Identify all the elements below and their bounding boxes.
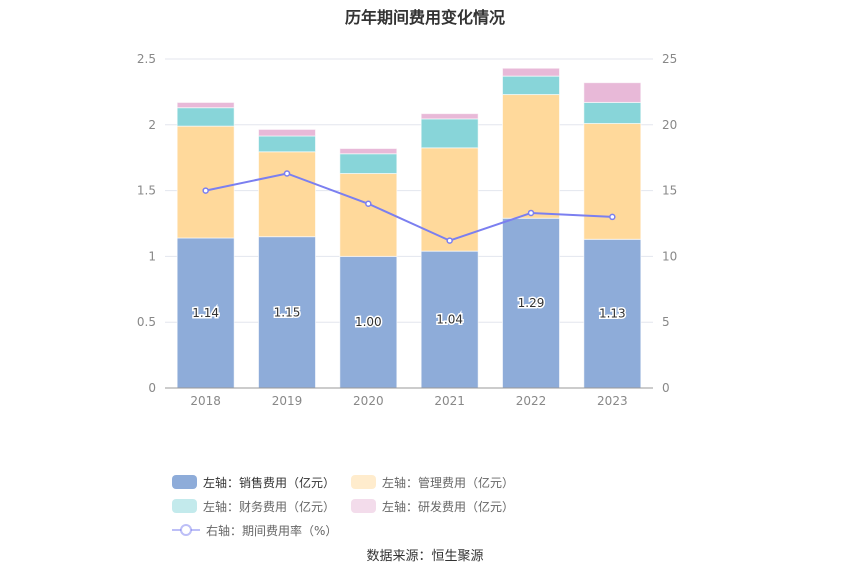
data-label: 1.13 — [599, 307, 626, 321]
x-tick-label: 2022 — [516, 394, 547, 408]
data-label: 1.15 — [274, 305, 301, 319]
bar-segment — [339, 255, 398, 389]
legend-item[interactable]: 左轴：研发费用（亿元） — [351, 494, 514, 518]
legend-swatch — [351, 499, 377, 513]
x-tick-label: 2019 — [272, 394, 303, 408]
legend: 左轴：销售费用（亿元） 左轴：管理费用（亿元） 左轴：财务费用（亿元） 左轴：研发费用… — [172, 470, 692, 542]
bar-segment — [339, 153, 398, 174]
legend-item[interactable]: 左轴：销售费用（亿元） — [172, 470, 335, 494]
rate-point — [202, 187, 209, 194]
bar-segment — [583, 82, 642, 103]
y-left-tick-label: 1.5 — [137, 184, 156, 198]
bar-segment — [176, 237, 235, 389]
rate-point — [609, 213, 616, 221]
y-right-tick-label: 0 — [662, 381, 670, 395]
bar-segment — [258, 135, 316, 153]
bar-segment — [583, 101, 642, 124]
legend-label: 右轴：期间费用率（%） — [206, 523, 338, 538]
bar-segment — [258, 236, 316, 389]
legend-label: 左轴：销售费用（亿元） — [203, 475, 336, 490]
legend-swatch — [172, 475, 197, 489]
legend-item[interactable]: 右轴：期间费用率（%） — [172, 518, 337, 542]
y-right-tick-label: 15 — [662, 184, 677, 198]
bar-segment — [339, 172, 398, 257]
rate-point — [365, 200, 372, 208]
rate-point — [446, 237, 453, 244]
y-left-tick-label: 0 — [148, 381, 156, 395]
bar-segment — [420, 250, 479, 389]
bar-segment — [176, 125, 235, 239]
legend-item[interactable]: 左轴：财务费用（亿元） — [172, 494, 335, 518]
legend-swatch — [351, 475, 377, 489]
legend-label: 左轴：管理费用（亿元） — [382, 475, 515, 490]
y-left-tick-label: 2 — [148, 118, 156, 132]
y-right-tick-label: 10 — [662, 249, 677, 263]
bar-segment — [176, 101, 235, 109]
bar-segment — [339, 147, 398, 155]
y-left-tick-label: 2.5 — [137, 52, 156, 66]
bar-segment — [583, 122, 642, 240]
rate-line — [205, 172, 613, 242]
bar-segment — [502, 217, 560, 389]
legend-label: 左轴：研发费用（亿元） — [382, 499, 515, 514]
bar-segment — [258, 151, 316, 238]
x-tick-label: 2020 — [353, 394, 384, 408]
legend-swatch — [172, 523, 200, 537]
bar-segment — [420, 113, 479, 120]
y-left-tick-label: 0.5 — [137, 315, 156, 329]
y-right-tick-label: 5 — [662, 315, 670, 329]
bar-segment — [176, 107, 235, 127]
legend-swatch — [172, 499, 197, 513]
y-left-tick-label: 1 — [148, 249, 156, 263]
x-tick-label: 2018 — [190, 394, 221, 408]
data-label: 1.29 — [518, 296, 545, 310]
chart-title: 历年期间费用变化情况 — [344, 8, 505, 27]
data-label: 1.04 — [436, 313, 463, 327]
legend-item[interactable]: 左轴：管理费用（亿元） — [351, 470, 514, 494]
bar-segment — [502, 75, 560, 96]
bar-segment — [502, 67, 560, 77]
bar-segment — [258, 128, 316, 137]
x-tick-label: 2023 — [597, 394, 628, 408]
legend-label: 左轴：财务费用（亿元） — [203, 499, 336, 514]
data-label: 1.00 — [355, 315, 382, 329]
y-right-tick-label: 20 — [662, 118, 677, 132]
data-label: 1.14 — [192, 306, 219, 320]
bar-segment — [420, 118, 479, 149]
y-right-tick-label: 25 — [662, 52, 677, 66]
rate-point — [527, 209, 535, 217]
rate-point — [283, 170, 291, 177]
bar-segment — [502, 94, 560, 219]
bar-segment — [583, 238, 642, 389]
bar-segment — [420, 147, 479, 252]
source-note: 数据来源：恒生聚源 — [366, 549, 484, 564]
chart-svg: 0 0.5 1 1.5 2 2.5 0 5 10 15 20 25 2018 2019 2020 2021 20… — [137, 52, 677, 408]
x-tick-label: 2021 — [434, 394, 465, 408]
